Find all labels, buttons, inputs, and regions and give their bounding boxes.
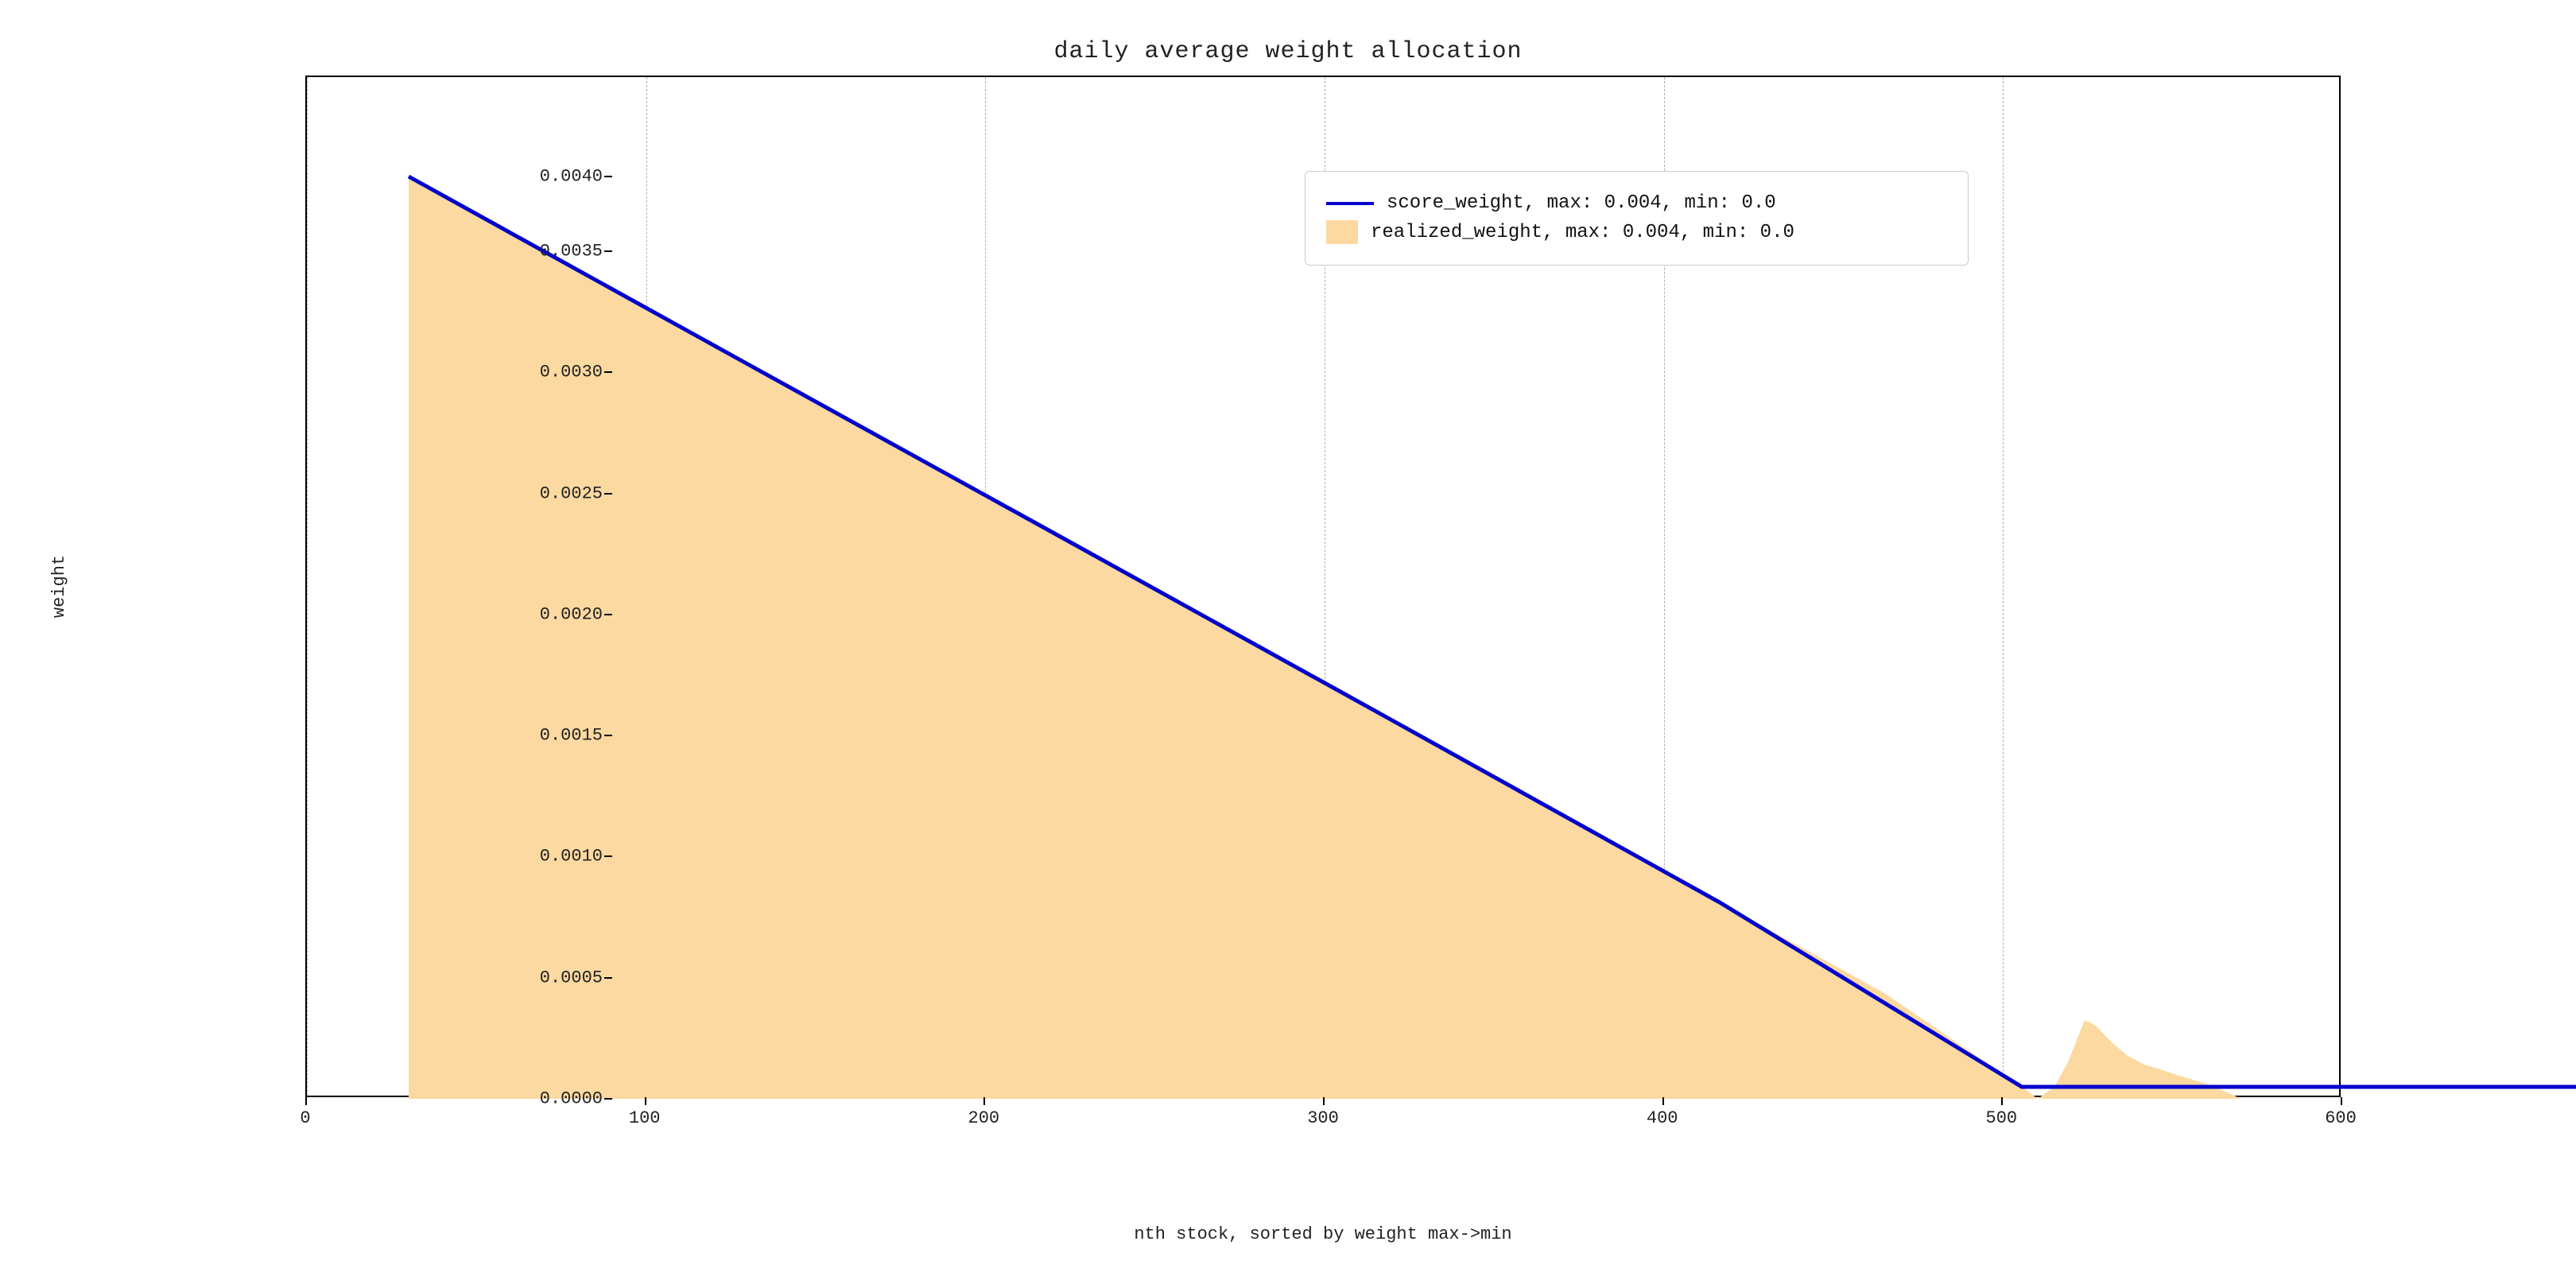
legend-swatch-realized-weight <box>1326 220 1358 244</box>
y-axis-label-container: weight <box>48 76 72 1097</box>
chart-title: daily average weight allocation <box>0 38 2576 65</box>
y-tick-label-2: 0.0010 <box>491 847 603 867</box>
y-tick-label-3: 0.0015 <box>491 726 603 746</box>
x-tick-mark-600 <box>2341 1097 2342 1105</box>
x-tick-mark-200 <box>983 1097 985 1105</box>
x-tick-label-600: 600 <box>2325 1108 2357 1128</box>
x-tick-label-400: 400 <box>1647 1108 1678 1128</box>
y-tick-mark-7 <box>604 250 612 252</box>
y-tick-mark-2 <box>604 855 612 857</box>
y-tick-label-4: 0.0020 <box>491 604 603 624</box>
y-tick-mark-5 <box>604 493 612 495</box>
legend-swatch-score-weight <box>1326 202 1374 205</box>
plot-area: 0.0000 0.0005 0.0010 0.0015 0.0020 0.002… <box>305 76 2341 1097</box>
y-tick-mark-3 <box>604 735 612 736</box>
y-tick-mark-0 <box>604 1098 612 1100</box>
x-tick-mark-300 <box>1323 1097 1325 1105</box>
legend-row-score-weight: score_weight, max: 0.004, min: 0.0 <box>1326 192 1947 214</box>
y-axis-label-text: weight <box>50 555 70 618</box>
y-tick-label-5: 0.0025 <box>491 483 603 503</box>
x-tick-mark-400 <box>1662 1097 1664 1105</box>
y-tick-mark-6 <box>604 371 612 373</box>
chart-figure: daily average weight allocation weight 0… <box>0 0 2576 1288</box>
y-tick-label-8: 0.0040 <box>491 167 603 187</box>
chart-legend[interactable]: score_weight, max: 0.004, min: 0.0 reali… <box>1305 171 1969 266</box>
legend-label-score-weight: score_weight, max: 0.004, min: 0.0 <box>1387 192 1776 214</box>
y-tick-mark-8 <box>604 176 612 177</box>
x-tick-mark-500 <box>2001 1097 2003 1105</box>
y-tick-mark-4 <box>604 614 612 615</box>
y-tick-label-1: 0.0005 <box>491 968 603 987</box>
legend-row-realized-weight: realized_weight, max: 0.004, min: 0.0 <box>1326 220 1947 244</box>
y-tick-mark-1 <box>604 977 612 979</box>
x-axis-label: nth stock, sorted by weight max->min <box>305 1224 2341 1244</box>
legend-label-realized-weight: realized_weight, max: 0.004, min: 0.0 <box>1371 222 1794 243</box>
realized-weight-area <box>409 177 2576 1099</box>
x-tick-label-500: 500 <box>1985 1108 2017 1128</box>
y-tick-label-0: 0.0000 <box>491 1089 603 1109</box>
x-tick-mark-100 <box>645 1097 646 1105</box>
x-tick-label-200: 200 <box>968 1108 999 1128</box>
y-tick-label-6: 0.0030 <box>491 363 603 382</box>
x-tick-label-100: 100 <box>629 1108 661 1128</box>
x-tick-label-300: 300 <box>1307 1108 1339 1128</box>
x-tick-mark-0 <box>305 1097 307 1105</box>
y-tick-label-7: 0.0035 <box>491 241 603 261</box>
x-tick-label-0: 0 <box>300 1108 310 1128</box>
